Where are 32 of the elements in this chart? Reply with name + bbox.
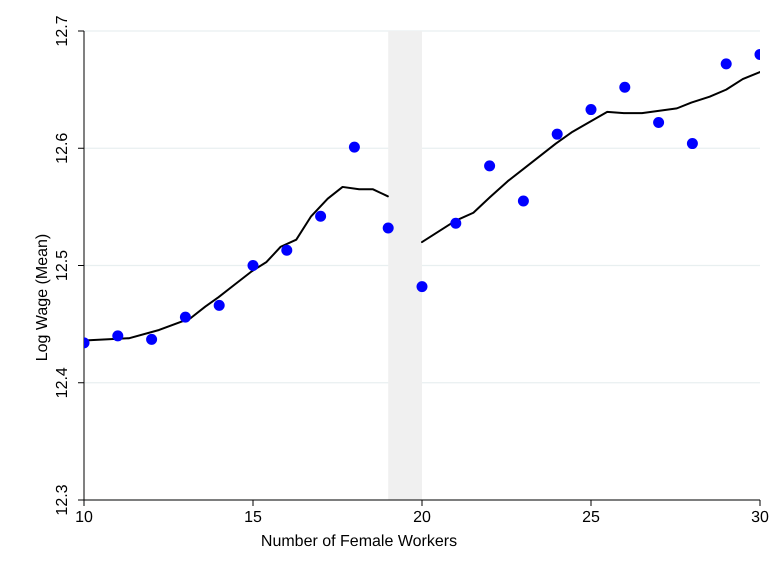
y-tick-label: 12.3 bbox=[54, 484, 71, 516]
y-tick-label: 12.4 bbox=[54, 367, 71, 398]
point bbox=[586, 104, 596, 116]
point bbox=[112, 330, 124, 342]
point bbox=[281, 244, 292, 256]
point bbox=[382, 222, 394, 234]
x-tick-label: 20 bbox=[413, 509, 431, 526]
point bbox=[248, 260, 258, 271]
point bbox=[214, 300, 225, 311]
point bbox=[416, 281, 428, 292]
x-tick-label: 15 bbox=[244, 509, 262, 526]
point bbox=[348, 142, 360, 153]
line-series bbox=[421, 71, 760, 244]
y-tick-label: 12.5 bbox=[54, 250, 71, 282]
x-axis-title: Number of Female Workers bbox=[260, 533, 458, 550]
point bbox=[552, 128, 563, 140]
point bbox=[315, 210, 326, 222]
point bbox=[518, 196, 529, 207]
point bbox=[686, 138, 698, 150]
y-axis-title: Log Wage (Mean) bbox=[34, 234, 51, 362]
point bbox=[720, 58, 732, 70]
y-tick-label: 12.7 bbox=[54, 15, 71, 47]
point bbox=[619, 82, 630, 93]
x-tick-label: 30 bbox=[751, 509, 769, 526]
x-tick-label: 25 bbox=[582, 509, 600, 526]
x-tick-label: 10 bbox=[75, 509, 93, 526]
y-tick-label: 12.6 bbox=[54, 132, 71, 164]
point bbox=[484, 160, 496, 172]
point bbox=[180, 312, 191, 323]
point bbox=[146, 334, 158, 345]
point bbox=[653, 116, 664, 128]
point bbox=[450, 218, 462, 229]
